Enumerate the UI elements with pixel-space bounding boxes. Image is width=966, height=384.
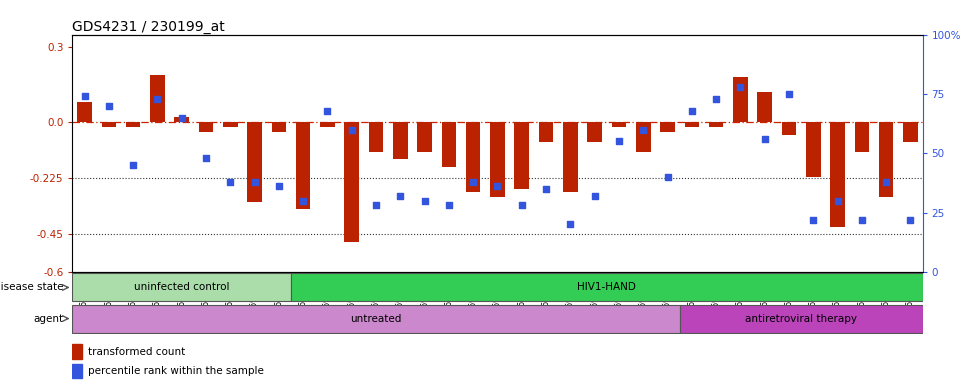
Bar: [441, 122, 456, 167]
Bar: [490, 122, 505, 197]
Bar: [150, 74, 165, 122]
Point: [247, 179, 263, 185]
Bar: [709, 122, 724, 127]
Point: [271, 184, 287, 190]
Bar: [72, 344, 82, 359]
Bar: [72, 273, 291, 301]
Point: [392, 193, 408, 199]
Bar: [72, 305, 680, 333]
Point: [77, 93, 93, 99]
Point: [296, 198, 311, 204]
Bar: [466, 122, 480, 192]
Bar: [830, 122, 845, 227]
Text: antiretroviral therapy: antiretroviral therapy: [745, 314, 857, 324]
Text: agent: agent: [34, 314, 64, 324]
Point: [198, 155, 213, 161]
Point: [417, 198, 433, 204]
Bar: [369, 122, 384, 152]
Bar: [175, 117, 189, 122]
Point: [708, 96, 724, 102]
Bar: [320, 122, 335, 127]
Point: [732, 84, 748, 90]
Bar: [903, 122, 918, 142]
Bar: [223, 122, 238, 127]
Point: [854, 217, 869, 223]
Bar: [733, 77, 748, 122]
Point: [878, 179, 894, 185]
Bar: [247, 122, 262, 202]
Bar: [296, 122, 310, 209]
Bar: [417, 122, 432, 152]
Bar: [393, 122, 408, 159]
Point: [150, 96, 165, 102]
Bar: [515, 122, 529, 189]
Point: [538, 186, 554, 192]
Point: [611, 138, 627, 144]
Point: [757, 136, 773, 142]
Point: [514, 202, 529, 209]
Text: percentile rank within the sample: percentile rank within the sample: [88, 366, 264, 376]
Point: [587, 193, 603, 199]
Text: HIV1-HAND: HIV1-HAND: [578, 283, 637, 293]
Point: [174, 114, 189, 121]
Text: uninfected control: uninfected control: [134, 283, 230, 293]
Bar: [72, 364, 82, 378]
Bar: [77, 102, 92, 122]
Bar: [101, 122, 116, 127]
Bar: [685, 122, 699, 127]
Text: GDS4231 / 230199_at: GDS4231 / 230199_at: [72, 20, 225, 33]
Point: [781, 91, 797, 97]
Point: [320, 108, 335, 114]
Point: [902, 217, 918, 223]
Text: transformed count: transformed count: [88, 347, 185, 357]
Bar: [636, 122, 650, 152]
Bar: [757, 92, 772, 122]
Bar: [345, 122, 359, 242]
Bar: [587, 122, 602, 142]
Point: [344, 126, 359, 132]
Point: [466, 179, 481, 185]
Bar: [855, 122, 869, 152]
Bar: [781, 122, 796, 134]
Point: [101, 103, 117, 109]
Bar: [563, 122, 578, 192]
Point: [368, 202, 384, 209]
Point: [636, 126, 651, 132]
Bar: [660, 122, 675, 132]
Point: [562, 222, 578, 228]
Point: [830, 198, 845, 204]
Point: [660, 174, 675, 180]
Bar: [126, 122, 140, 127]
Bar: [680, 305, 923, 333]
Bar: [539, 122, 554, 142]
Bar: [199, 122, 213, 132]
Bar: [879, 122, 894, 197]
Bar: [271, 122, 286, 132]
Point: [806, 217, 821, 223]
Point: [684, 108, 699, 114]
Bar: [806, 122, 820, 177]
Point: [490, 184, 505, 190]
Point: [126, 162, 141, 168]
Bar: [291, 273, 923, 301]
Text: untreated: untreated: [351, 314, 402, 324]
Bar: [611, 122, 626, 127]
Point: [222, 179, 238, 185]
Point: [441, 202, 457, 209]
Text: disease state: disease state: [0, 283, 64, 293]
